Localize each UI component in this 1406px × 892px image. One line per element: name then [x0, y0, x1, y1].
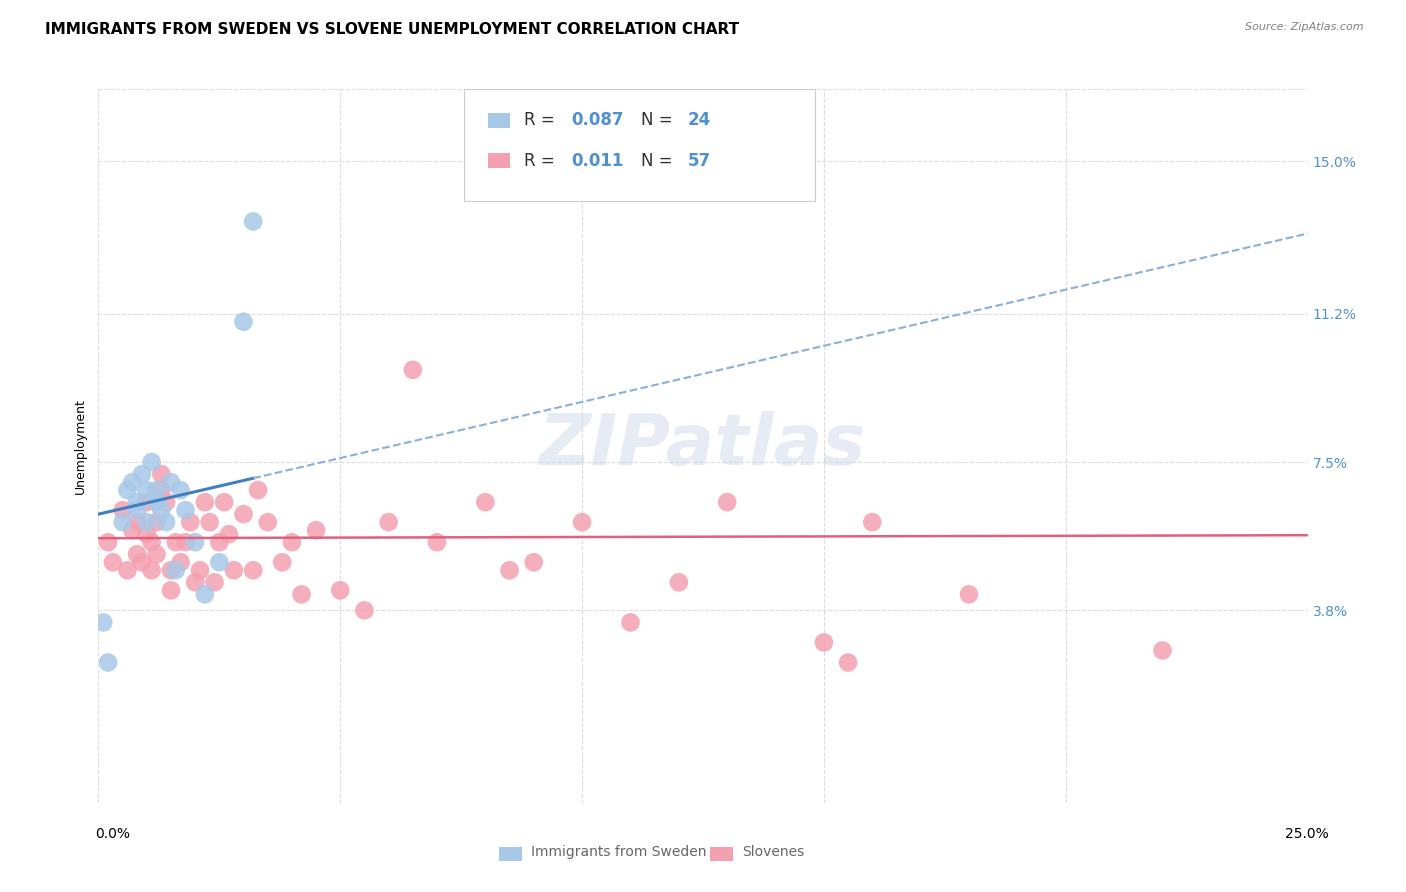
- Point: [198, 515, 221, 529]
- Point: [813, 635, 835, 649]
- Point: [135, 527, 157, 541]
- Point: [329, 583, 352, 598]
- Text: N =: N =: [641, 152, 678, 169]
- Point: [204, 575, 226, 590]
- Point: [474, 495, 496, 509]
- Point: [188, 563, 211, 577]
- Point: [281, 535, 304, 549]
- Point: [145, 483, 167, 497]
- Point: [121, 523, 143, 537]
- Point: [232, 315, 254, 329]
- Text: Slovenes: Slovenes: [742, 845, 804, 859]
- Point: [426, 535, 449, 549]
- Point: [716, 495, 738, 509]
- Point: [150, 467, 173, 481]
- Point: [571, 515, 593, 529]
- Point: [121, 475, 143, 489]
- Point: [127, 503, 149, 517]
- Text: ZIPatlas: ZIPatlas: [540, 411, 866, 481]
- Point: [174, 535, 197, 549]
- Point: [837, 656, 859, 670]
- Point: [184, 535, 207, 549]
- Point: [91, 615, 114, 630]
- Point: [145, 515, 167, 529]
- Point: [155, 515, 177, 529]
- Point: [169, 483, 191, 497]
- Point: [117, 563, 139, 577]
- Point: [141, 535, 163, 549]
- Point: [242, 563, 264, 577]
- Point: [165, 535, 187, 549]
- Point: [145, 547, 167, 561]
- Point: [668, 575, 690, 590]
- Text: R =: R =: [524, 112, 561, 129]
- Text: 0.011: 0.011: [571, 152, 623, 169]
- Point: [135, 495, 157, 509]
- Point: [150, 503, 173, 517]
- Text: 0.087: 0.087: [571, 112, 623, 129]
- Point: [141, 563, 163, 577]
- Text: Source: ZipAtlas.com: Source: ZipAtlas.com: [1246, 22, 1364, 32]
- Text: N =: N =: [641, 112, 678, 129]
- Text: IMMIGRANTS FROM SWEDEN VS SLOVENE UNEMPLOYMENT CORRELATION CHART: IMMIGRANTS FROM SWEDEN VS SLOVENE UNEMPL…: [45, 22, 740, 37]
- Point: [523, 555, 546, 569]
- Point: [127, 495, 149, 509]
- Point: [212, 495, 235, 509]
- Point: [97, 535, 120, 549]
- Point: [353, 603, 375, 617]
- Point: [131, 467, 153, 481]
- Point: [222, 563, 245, 577]
- Point: [145, 495, 167, 509]
- Point: [150, 483, 173, 497]
- Point: [860, 515, 883, 529]
- Point: [194, 587, 217, 601]
- Point: [174, 503, 197, 517]
- Point: [135, 515, 157, 529]
- Text: R =: R =: [524, 152, 561, 169]
- Point: [208, 555, 231, 569]
- Text: 57: 57: [688, 152, 710, 169]
- Text: Immigrants from Sweden: Immigrants from Sweden: [531, 845, 707, 859]
- Y-axis label: Unemployment: Unemployment: [75, 398, 87, 494]
- Point: [117, 483, 139, 497]
- Point: [179, 515, 201, 529]
- Point: [247, 483, 270, 497]
- Point: [305, 523, 328, 537]
- Point: [111, 503, 134, 517]
- Point: [218, 527, 240, 541]
- Point: [242, 214, 264, 228]
- Point: [208, 535, 231, 549]
- Text: 0.0%: 0.0%: [96, 827, 131, 841]
- Point: [155, 495, 177, 509]
- Point: [111, 515, 134, 529]
- Point: [619, 615, 641, 630]
- Point: [271, 555, 294, 569]
- Point: [135, 483, 157, 497]
- Point: [1152, 643, 1174, 657]
- Point: [141, 455, 163, 469]
- Point: [131, 555, 153, 569]
- Point: [160, 475, 183, 489]
- Point: [127, 515, 149, 529]
- Point: [127, 547, 149, 561]
- Point: [256, 515, 278, 529]
- Text: 24: 24: [688, 112, 711, 129]
- Point: [498, 563, 520, 577]
- Point: [97, 656, 120, 670]
- Point: [290, 587, 312, 601]
- Point: [184, 575, 207, 590]
- Text: 25.0%: 25.0%: [1285, 827, 1329, 841]
- Point: [232, 507, 254, 521]
- Point: [160, 583, 183, 598]
- Point: [160, 563, 183, 577]
- Point: [377, 515, 399, 529]
- Point: [169, 555, 191, 569]
- Point: [194, 495, 217, 509]
- Point: [957, 587, 980, 601]
- Point: [165, 563, 187, 577]
- Point: [101, 555, 124, 569]
- Point: [402, 363, 425, 377]
